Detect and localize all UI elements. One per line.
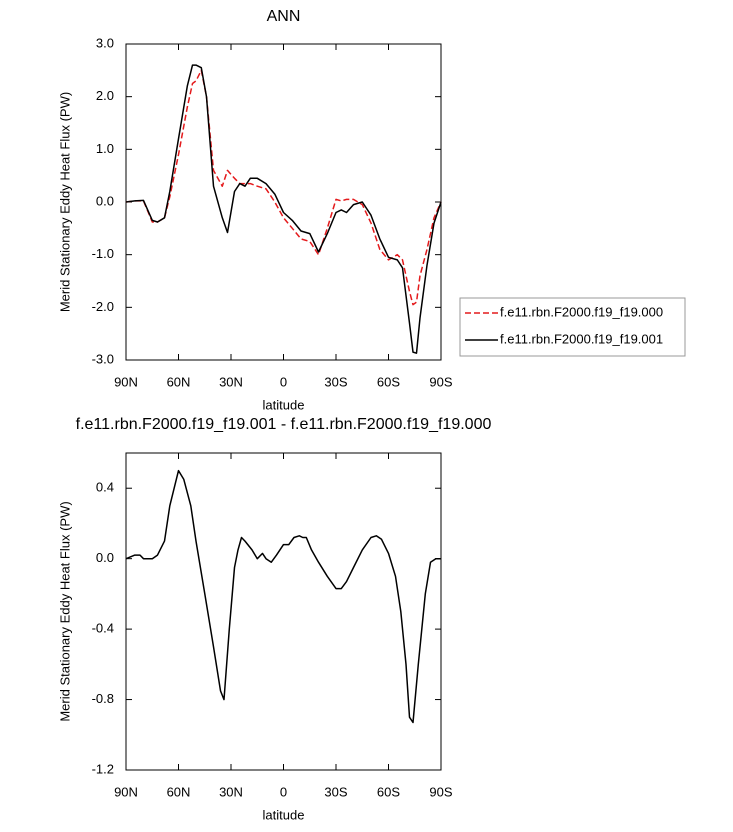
y-tick-label: -3.0: [92, 351, 114, 366]
chart-title: ANN: [267, 8, 301, 25]
y-axis-label: Merid Stationary Eddy Heat Flux (PW): [57, 92, 72, 312]
x-tick-label: 30S: [324, 784, 347, 799]
data-line: [125, 469, 441, 724]
x-tick-label: 60S: [377, 374, 400, 389]
plot-frame: [125, 43, 442, 361]
data-line: [125, 69, 442, 306]
y-tick-label: 1.0: [96, 141, 114, 156]
x-tick-label: 90N: [114, 374, 138, 389]
y-tick-label: 2.0: [96, 88, 114, 103]
x-tick-label: 90S: [429, 374, 452, 389]
data-line: [125, 64, 442, 354]
legend-label: f.e11.rbn.F2000.f19_f19.000: [500, 304, 663, 319]
x-tick-label: 30N: [219, 784, 243, 799]
y-tick-label: 3.0: [96, 35, 114, 50]
legend-label: f.e11.rbn.F2000.f19_f19.001: [500, 331, 663, 346]
x-tick-label: 60S: [377, 784, 400, 799]
x-tick-label: 0: [280, 374, 287, 389]
x-axis-label: latitude: [263, 397, 305, 412]
y-tick-label: 0.4: [96, 480, 114, 495]
y-tick-label: -1.0: [92, 246, 114, 261]
x-tick-label: 90N: [114, 784, 138, 799]
y-tick-label: 0.0: [96, 193, 114, 208]
x-tick-label: 30N: [219, 374, 243, 389]
y-tick-label: 0.0: [96, 550, 114, 565]
x-tick-label: 0: [280, 784, 287, 799]
y-tick-label: -1.2: [92, 761, 114, 776]
legend-box: [459, 297, 686, 357]
y-axis-label: Merid Stationary Eddy Heat Flux (PW): [57, 501, 72, 721]
y-tick-label: -2.0: [92, 299, 114, 314]
plot-frame: [125, 452, 442, 771]
y-tick-label: -0.4: [92, 621, 114, 636]
x-tick-label: 90S: [429, 784, 452, 799]
x-axis-label: latitude: [263, 807, 305, 822]
x-tick-label: 60N: [167, 784, 191, 799]
x-tick-label: 30S: [324, 374, 347, 389]
x-tick-label: 60N: [167, 374, 191, 389]
y-tick-label: -0.8: [92, 691, 114, 706]
chart-title: f.e11.rbn.F2000.f19_f19.001 - f.e11.rbn.…: [76, 416, 492, 433]
